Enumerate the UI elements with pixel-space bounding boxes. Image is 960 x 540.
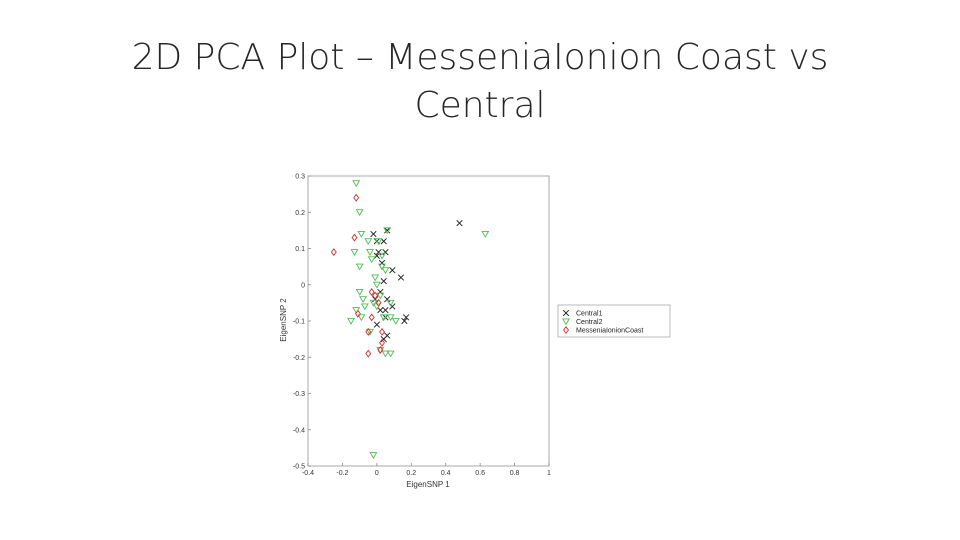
data-point — [481, 230, 490, 238]
data-point — [377, 288, 384, 296]
legend-label: MesseniaIonionCoast — [576, 328, 643, 335]
data-point — [357, 230, 366, 238]
y-tick-label: 0 — [301, 282, 305, 289]
plot-area — [307, 175, 550, 467]
x-tick-label: 0.4 — [441, 470, 451, 477]
data-point — [365, 328, 374, 336]
data-point — [380, 277, 387, 285]
x-tick-label: -0.2 — [336, 470, 348, 477]
y-tick-label: 0.1 — [295, 246, 305, 253]
y-tick-label: -0.1 — [293, 319, 305, 326]
data-point — [355, 263, 364, 271]
data-point — [360, 303, 369, 311]
data-point — [375, 298, 382, 307]
data-point — [402, 314, 410, 321]
legend-marker — [563, 326, 569, 334]
slide-title: 2D PCA Plot – MesseniaIonion Coast vs Ce… — [131, 37, 829, 126]
x-tick-label: 0.8 — [510, 470, 520, 477]
data-point — [378, 259, 386, 267]
y-tick-label: -0.2 — [293, 355, 305, 362]
data-point — [382, 306, 389, 314]
data-point — [368, 288, 375, 296]
data-point — [384, 227, 391, 234]
x-axis-label: EigenSNP 1 — [406, 480, 450, 489]
data-point — [347, 317, 356, 325]
legend-marker — [562, 318, 570, 326]
data-point — [372, 291, 379, 300]
data-point — [381, 267, 390, 275]
data-point — [383, 227, 392, 235]
data-point — [391, 317, 400, 325]
data-point — [456, 219, 463, 227]
data-point — [378, 252, 386, 260]
data-point — [351, 233, 358, 242]
y-axis-label: EigenSNP 2 — [279, 298, 288, 342]
data-point — [369, 299, 378, 307]
data-point — [389, 267, 396, 274]
data-point — [389, 303, 396, 310]
data-point — [355, 288, 364, 296]
data-point — [397, 274, 405, 281]
y-tick-label: -0.3 — [293, 391, 305, 398]
data-point — [359, 296, 368, 304]
legend-box — [557, 304, 671, 338]
data-point — [365, 249, 374, 257]
data-point — [371, 274, 380, 282]
x-tick-label: 0.6 — [475, 470, 485, 477]
data-point — [378, 263, 386, 271]
data-point — [375, 248, 382, 256]
data-point — [384, 296, 391, 303]
data-point — [364, 238, 373, 246]
data-point — [330, 248, 337, 257]
data-point — [365, 327, 372, 336]
data-point — [382, 248, 389, 256]
data-point — [379, 327, 385, 336]
data-point — [379, 314, 388, 322]
data-point — [370, 230, 377, 238]
x-tick-label: 0 — [375, 470, 379, 477]
y-tick-label: -0.4 — [293, 427, 305, 434]
x-tick-label: -0.4 — [302, 470, 314, 477]
data-point — [369, 452, 378, 460]
data-point — [350, 249, 359, 257]
data-point — [353, 193, 360, 202]
data-point — [365, 349, 372, 358]
data-point — [379, 338, 385, 347]
data-point — [401, 317, 408, 325]
y-tick-label: -0.5 — [293, 464, 305, 471]
data-point — [376, 292, 385, 300]
data-point — [381, 350, 390, 358]
y-tick-label: 0.2 — [295, 210, 305, 217]
data-point — [384, 332, 391, 339]
y-axis-ticks: -0.5 -0.4 -0.3 -0.2 -0.1 0 0.1 0.2 0.3 — [293, 174, 311, 471]
y-tick-label: 0.3 — [295, 174, 305, 181]
data-point — [368, 313, 375, 322]
data-point — [374, 238, 383, 246]
legend-marker — [562, 309, 570, 317]
data-point — [386, 350, 395, 358]
data-point — [377, 346, 384, 354]
data-point — [355, 209, 364, 217]
x-tick-label: 0.2 — [406, 470, 416, 477]
data-point — [373, 321, 381, 328]
data-point — [372, 281, 381, 289]
legend-label: Central1 — [576, 311, 603, 318]
data-point — [357, 314, 366, 322]
data-point — [367, 256, 376, 264]
x-axis-ticks: -0.4 -0.2 0 0.2 0.4 0.6 0.8 1 — [302, 463, 551, 477]
data-points — [330, 180, 490, 460]
data-point — [352, 180, 361, 188]
data-point — [386, 314, 395, 322]
data-point — [386, 299, 395, 307]
data-point — [377, 306, 384, 314]
data-point — [354, 309, 361, 318]
legend-label: Central2 — [576, 319, 603, 326]
x-tick-label: 1 — [547, 470, 551, 477]
